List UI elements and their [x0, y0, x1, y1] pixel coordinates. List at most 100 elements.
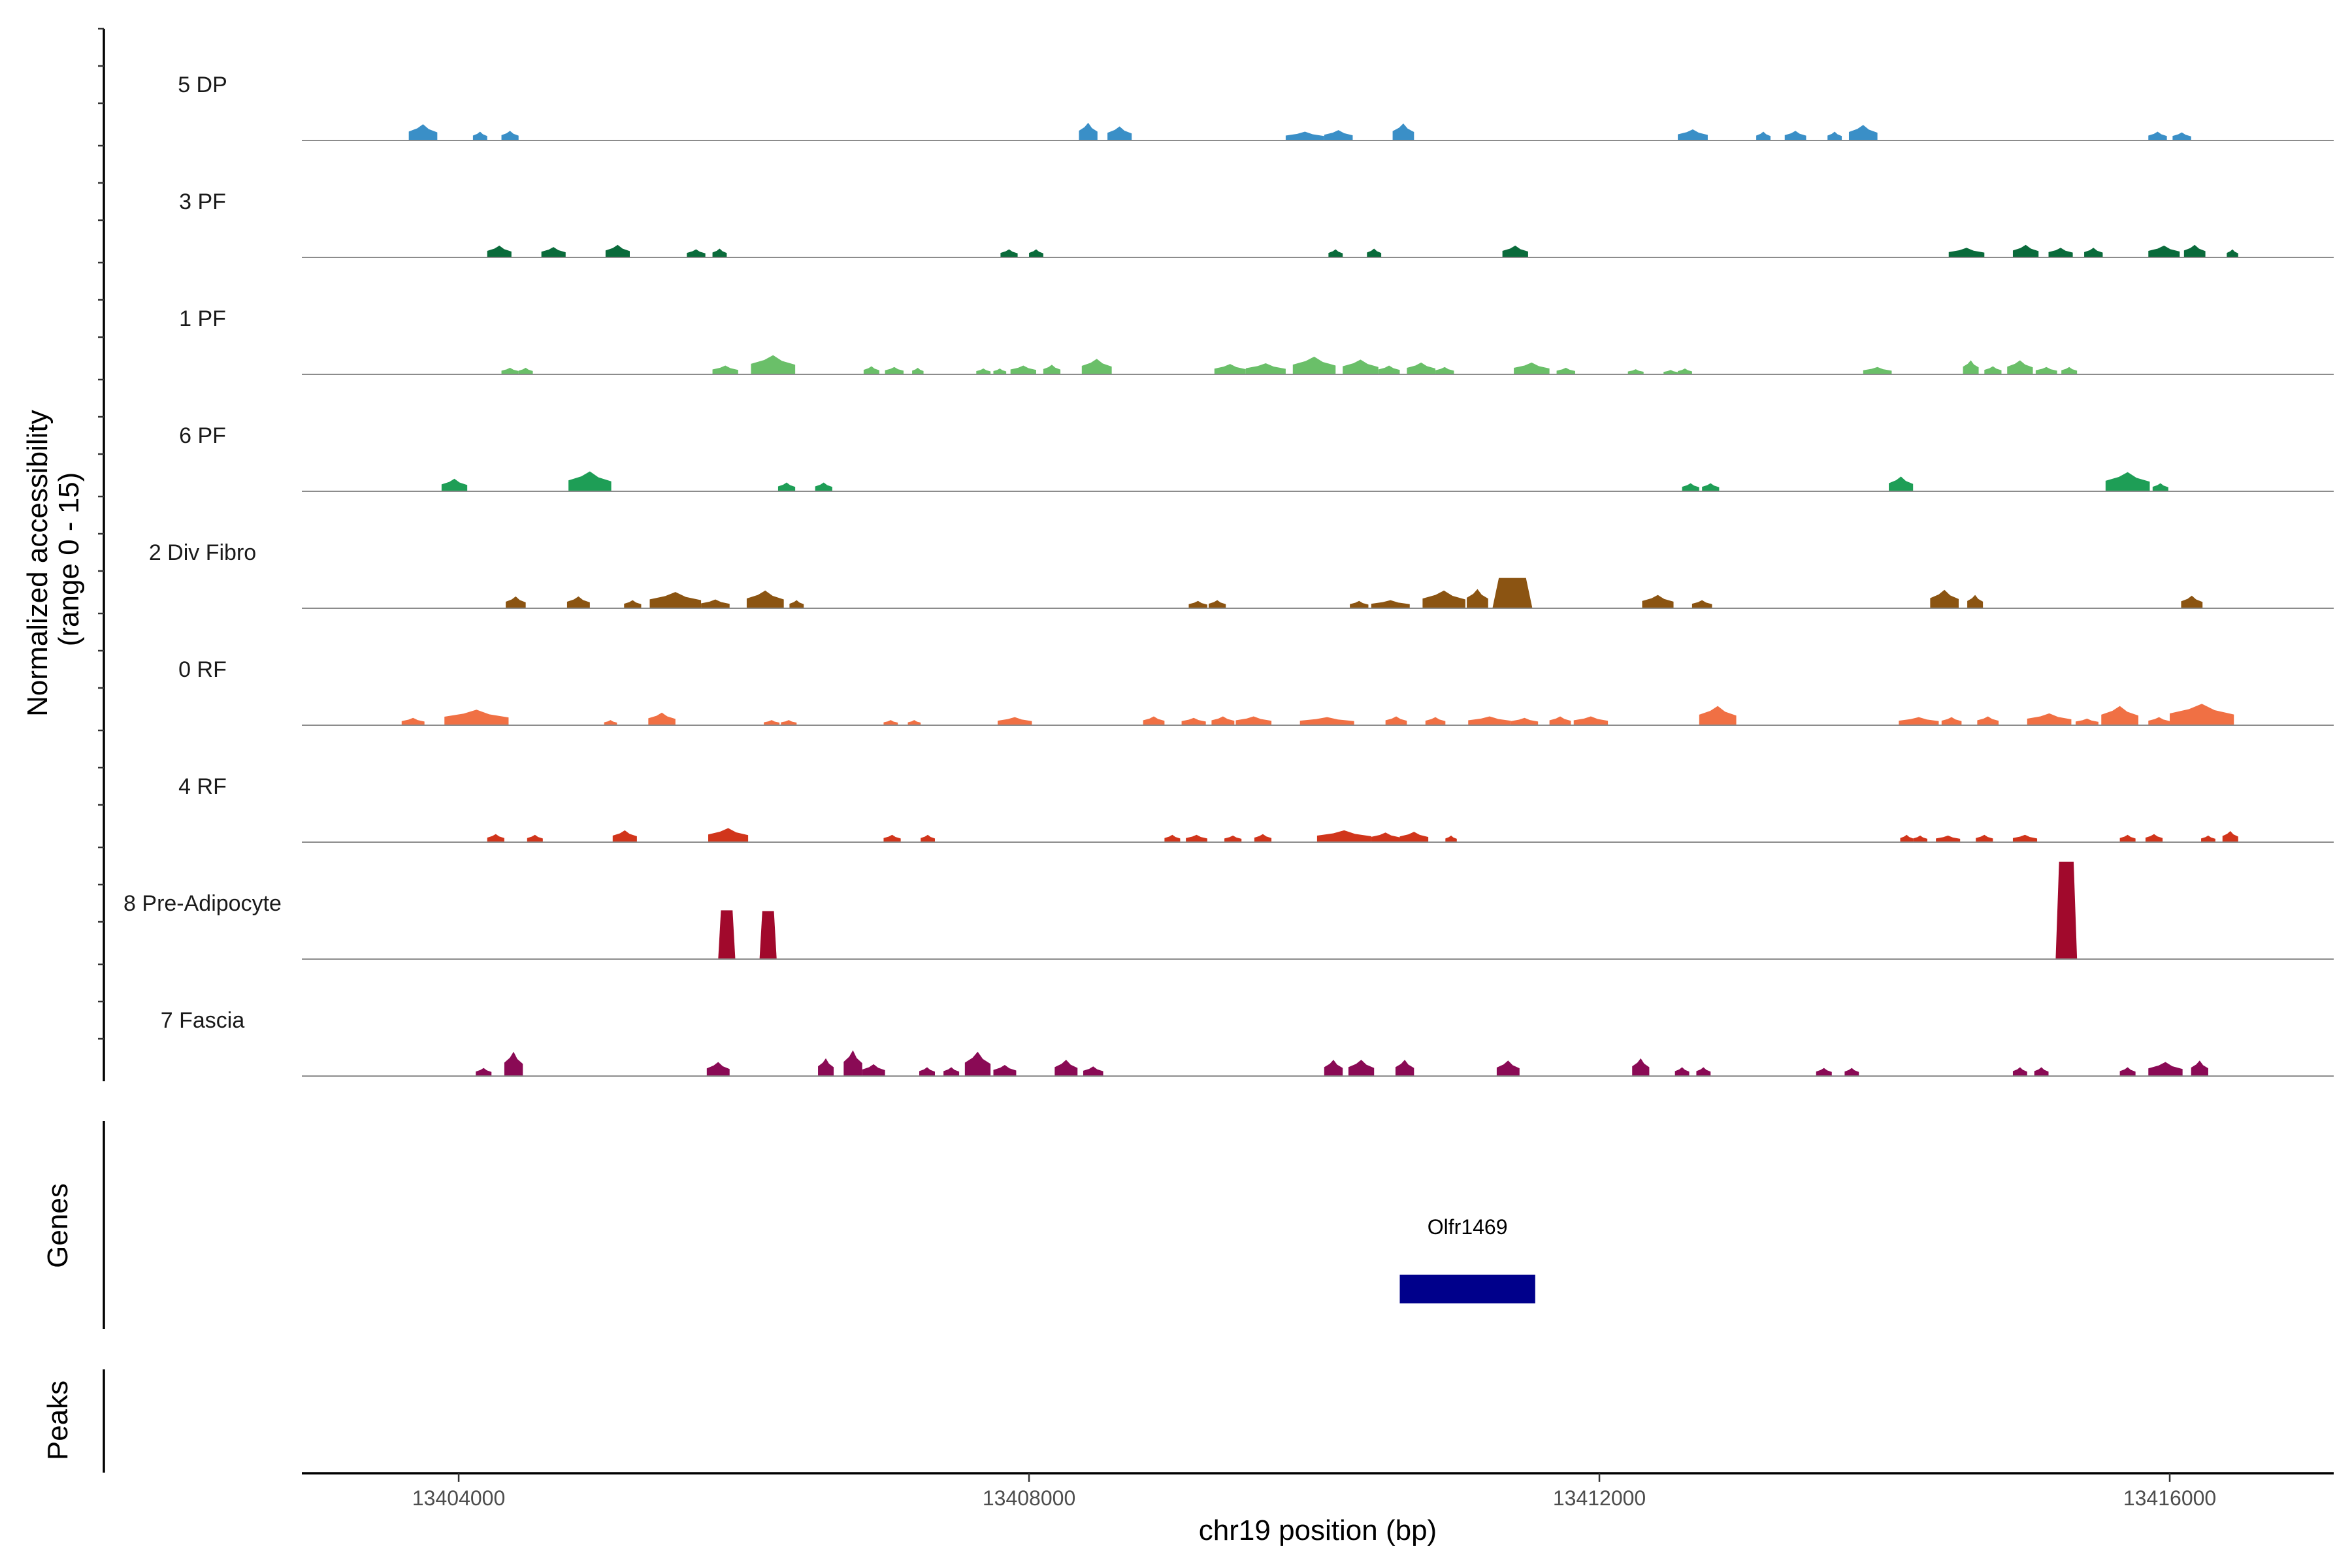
coverage-peak	[2181, 595, 2203, 608]
track-3-pf: 3 PF	[179, 189, 2334, 258]
track-label: 6 PF	[179, 423, 226, 448]
coverage-peak	[1392, 123, 1414, 140]
coverage-peak	[759, 911, 777, 959]
coverage-peak	[1691, 600, 1712, 608]
coverage-peak	[1963, 360, 1979, 374]
coverage-tracks: 5 DP 3 PF 1 PF 6 PF 2 Div Fibro 0 RF 4 RF 8 Pre…	[123, 73, 2334, 1077]
coverage-peak	[649, 592, 702, 608]
coverage-peak	[2119, 834, 2136, 842]
coverage-peak	[1425, 717, 1446, 725]
coverage-peak	[1324, 1060, 1343, 1076]
coverage-peak	[1573, 716, 1609, 725]
coverage-peak	[2101, 706, 2139, 725]
coverage-peak	[1029, 249, 1043, 257]
coverage-peak	[718, 910, 736, 959]
coverage-peak	[2170, 704, 2234, 725]
peaks-panel-label: Peaks	[42, 1380, 74, 1460]
coverage-peak	[2048, 248, 2073, 257]
x-axis-tick-label: 13412000	[1553, 1486, 1646, 1510]
coverage-peak	[1350, 600, 1369, 608]
coverage-peak	[1899, 717, 1939, 725]
coverage-peak	[815, 482, 832, 491]
coverage-peak	[1889, 476, 1914, 491]
coverage-peak	[1010, 365, 1036, 374]
coverage-peak	[1000, 249, 1018, 257]
coverage-peak	[541, 247, 566, 257]
y-axis-title-line-2: (range 0 - 15)	[53, 472, 85, 647]
track-label: 3 PF	[179, 189, 226, 214]
coverage-peak	[687, 249, 706, 257]
coverage-peak	[2034, 1067, 2049, 1076]
coverage-peak	[2012, 834, 2038, 842]
coverage-peak	[2191, 1060, 2208, 1076]
coverage-peak	[1756, 131, 1771, 140]
coverage-peak	[2148, 1062, 2183, 1076]
coverage-peak	[401, 717, 425, 725]
x-axis-tick-label: 13408000	[983, 1486, 1075, 1510]
coverage-peak	[1181, 717, 1206, 725]
coverage-peak	[1913, 835, 1927, 842]
coverage-peak	[1164, 834, 1181, 842]
coverage-peak	[472, 131, 487, 140]
track-6-pf: 6 PF	[179, 423, 2334, 492]
coverage-peak	[2119, 1067, 2136, 1076]
coverage-peak	[527, 834, 543, 842]
coverage-peak	[501, 131, 519, 140]
coverage-peak	[1445, 835, 1457, 842]
coverage-peak	[1900, 834, 1914, 842]
track-1-pf: 1 PF	[179, 306, 2334, 375]
coverage-peak	[701, 599, 730, 608]
coverage-peak	[1435, 367, 1454, 374]
coverage-peak	[1784, 131, 1806, 140]
coverage-peak	[604, 720, 617, 725]
coverage-peak	[624, 600, 642, 608]
coverage-peak	[1385, 716, 1407, 725]
coverage-peak	[568, 471, 612, 491]
coverage-peak	[2105, 472, 2150, 491]
gene-label: Olfr1469	[1428, 1215, 1508, 1239]
coverage-peak	[781, 720, 797, 725]
coverage-peak	[1367, 248, 1382, 257]
coverage-peak	[921, 834, 936, 842]
coverage-peak	[487, 834, 504, 842]
coverage-peak	[998, 717, 1032, 725]
coverage-peak	[1224, 835, 1242, 842]
coverage-peak	[1984, 366, 2002, 374]
coverage-peak	[1502, 245, 1528, 257]
coverage-peak	[1371, 832, 1400, 842]
coverage-peak	[1107, 126, 1132, 140]
coverage-peak	[1316, 830, 1371, 842]
coverage-peak	[1343, 359, 1379, 374]
coverage-peak	[1930, 589, 1959, 608]
coverage-peak	[1214, 364, 1246, 374]
coverage-peak	[2012, 244, 2039, 257]
coverage-peak	[1043, 365, 1061, 374]
coverage-peak	[862, 1064, 885, 1076]
coverage-peak	[501, 367, 519, 374]
coverage-peak	[712, 248, 727, 257]
coverage-peak	[1514, 362, 1550, 374]
gene-annotations: Olfr1469	[1399, 1215, 1535, 1303]
coverage-peak	[2172, 132, 2191, 140]
x-axis-title: chr19 position (bp)	[1199, 1514, 1437, 1546]
coverage-peak	[777, 482, 796, 491]
coverage-peak	[2227, 249, 2238, 257]
coverage-peak	[506, 596, 526, 608]
coverage-peak	[883, 720, 898, 725]
coverage-peak	[1816, 1068, 1832, 1076]
track-5-dp: 5 DP	[178, 73, 2334, 141]
coverage-peak	[1285, 131, 1324, 140]
coverage-peak	[1674, 1067, 1690, 1076]
coverage-peak	[1827, 131, 1842, 140]
coverage-peak	[789, 600, 804, 608]
coverage-peak	[487, 245, 512, 257]
coverage-peak	[1976, 834, 1993, 842]
coverage-peak	[1328, 249, 1343, 257]
coverage-peak	[2148, 717, 2170, 725]
coverage-peak	[2012, 1067, 2027, 1076]
coverage-peak	[1699, 706, 1737, 725]
coverage-peak	[746, 590, 784, 608]
coverage-peak	[2075, 718, 2099, 725]
